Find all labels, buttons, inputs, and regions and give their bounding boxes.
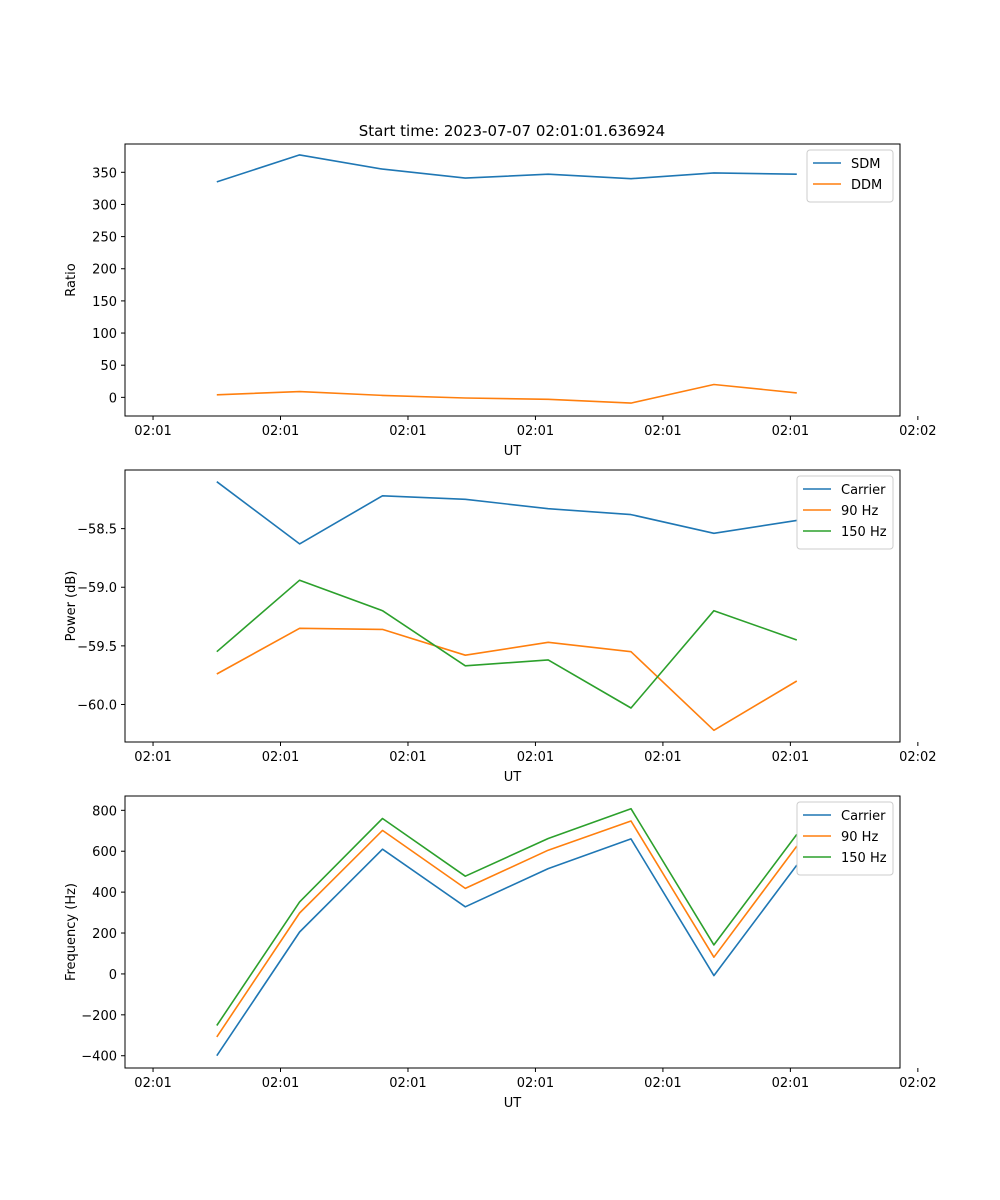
y-tick-label: −400 bbox=[81, 1050, 117, 1065]
legend-label: Carrier bbox=[841, 809, 886, 824]
y-tick-label: 100 bbox=[92, 327, 117, 342]
y-tick-label: −59.5 bbox=[77, 640, 117, 655]
y-tick-label: −58.5 bbox=[77, 523, 117, 538]
x-tick-label: 02:01 bbox=[389, 1076, 426, 1091]
y-tick-label: 350 bbox=[92, 166, 117, 181]
legend-label: Carrier bbox=[841, 483, 886, 498]
x-tick-label: 02:01 bbox=[772, 1076, 809, 1091]
x-tick-label: 02:01 bbox=[262, 1076, 299, 1091]
y-axis-label: Frequency (Hz) bbox=[64, 883, 79, 981]
series-line-carrier bbox=[216, 838, 798, 1057]
y-tick-label: 600 bbox=[92, 845, 117, 860]
x-tick-label: 02:01 bbox=[134, 1076, 171, 1091]
series-line-150-hz bbox=[216, 579, 798, 709]
y-tick-label: 150 bbox=[92, 295, 117, 310]
plot-frame bbox=[124, 795, 901, 1069]
chart-panel-ratio: 02:01 02:01 02:01 02:01 02:01 02:01 02:02 0 50 10… bbox=[64, 143, 937, 459]
y-tick-label: 300 bbox=[92, 198, 117, 213]
plot-frame bbox=[124, 143, 901, 417]
x-tick-label: 02:02 bbox=[899, 1076, 936, 1091]
x-tick-label: 02:01 bbox=[134, 424, 171, 439]
x-tick-label: 02:01 bbox=[772, 750, 809, 765]
x-tick-label: 02:02 bbox=[899, 424, 936, 439]
series-line-ddm bbox=[216, 383, 797, 404]
y-tick-label: 0 bbox=[109, 968, 117, 983]
legend-label: 90 Hz bbox=[841, 830, 878, 845]
x-tick-label: 02:01 bbox=[644, 424, 681, 439]
legend-label: DDM bbox=[851, 178, 882, 193]
x-tick-label: 02:02 bbox=[899, 750, 936, 765]
y-tick-label: 200 bbox=[92, 263, 117, 278]
x-tick-label: 02:01 bbox=[644, 1076, 681, 1091]
x-tick-label: 02:01 bbox=[389, 424, 426, 439]
y-axis-label: Power (dB) bbox=[64, 571, 79, 642]
x-tick-label: 02:01 bbox=[134, 750, 171, 765]
x-axis-label: UT bbox=[504, 770, 522, 785]
y-tick-label: −60.0 bbox=[77, 698, 117, 713]
x-tick-label: 02:01 bbox=[644, 750, 681, 765]
x-tick-label: 02:01 bbox=[517, 424, 554, 439]
y-tick-label: 400 bbox=[92, 886, 117, 901]
plot-frame bbox=[124, 469, 901, 743]
chart-panel-frequency: 02:01 02:01 02:01 02:01 02:01 02:01 02:02 −400 −… bbox=[64, 795, 937, 1111]
y-tick-label: −200 bbox=[81, 1009, 117, 1024]
x-tick-label: 02:01 bbox=[517, 1076, 554, 1091]
series-line-90-hz bbox=[216, 627, 798, 732]
y-tick-label: −59.0 bbox=[77, 581, 117, 596]
x-tick-label: 02:01 bbox=[262, 424, 299, 439]
figure-title: Start time: 2023-07-07 02:01:01.636924 bbox=[359, 122, 665, 140]
chart-panel-power: 02:01 02:01 02:01 02:01 02:01 02:01 02:02 −60.0… bbox=[64, 469, 937, 785]
series-line-carrier bbox=[216, 481, 797, 545]
y-tick-label: 250 bbox=[92, 231, 117, 246]
y-tick-label: 200 bbox=[92, 927, 117, 942]
x-tick-label: 02:01 bbox=[262, 750, 299, 765]
y-tick-label: 800 bbox=[92, 804, 117, 819]
x-tick-label: 02:01 bbox=[517, 750, 554, 765]
y-axis-label: Ratio bbox=[64, 263, 79, 296]
series-line-90-hz bbox=[216, 820, 798, 1038]
x-tick-label: 02:01 bbox=[389, 750, 426, 765]
x-axis-label: UT bbox=[504, 1096, 522, 1111]
legend-label: 90 Hz bbox=[841, 504, 878, 519]
x-tick-label: 02:01 bbox=[772, 424, 809, 439]
legend: Carrier 90 Hz 150 Hz bbox=[796, 475, 894, 550]
legend: Carrier 90 Hz 150 Hz bbox=[796, 801, 894, 876]
legend-label: 150 Hz bbox=[841, 525, 887, 540]
legend-label: SDM bbox=[851, 157, 880, 172]
y-tick-label: 50 bbox=[100, 359, 117, 374]
y-tick-label: 0 bbox=[109, 391, 117, 406]
legend-label: 150 Hz bbox=[841, 851, 887, 866]
legend: SDM DDM bbox=[806, 149, 894, 203]
series-line-sdm bbox=[216, 154, 797, 183]
series-line-150-hz bbox=[216, 807, 798, 1026]
x-axis-label: UT bbox=[504, 444, 522, 459]
